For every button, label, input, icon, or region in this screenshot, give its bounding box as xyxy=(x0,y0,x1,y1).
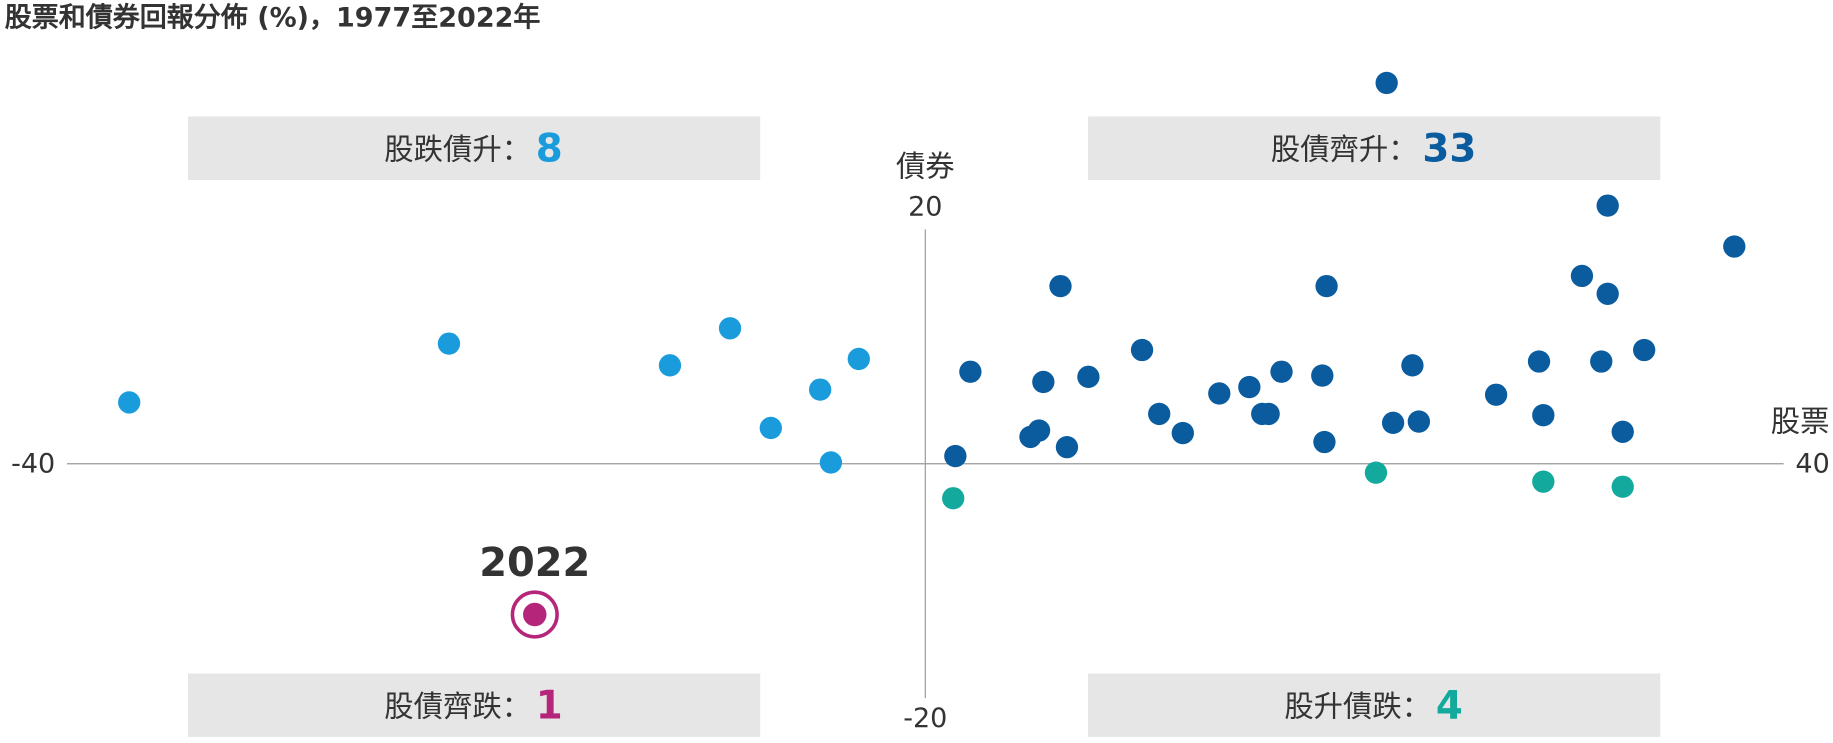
point xyxy=(1611,420,1634,443)
point xyxy=(959,360,982,383)
point xyxy=(1596,282,1619,305)
point xyxy=(1611,475,1634,498)
point xyxy=(1270,360,1293,383)
point xyxy=(1532,404,1555,427)
point xyxy=(1130,338,1154,362)
x-tick-label: 40 xyxy=(1795,448,1829,479)
quadrant-count: 1 xyxy=(536,683,563,728)
point xyxy=(1401,354,1424,377)
quadrant-box xyxy=(188,116,761,180)
quadrant-label-text: 股跌債升： xyxy=(384,132,531,166)
point xyxy=(1723,235,1746,258)
point xyxy=(809,378,832,401)
quadrant-label-text: 股債齊升： xyxy=(1271,132,1418,166)
point xyxy=(942,487,965,510)
quadrant-label: 股債齊升： 33 xyxy=(1271,126,1476,171)
point xyxy=(1375,71,1398,95)
point xyxy=(1049,274,1072,298)
point xyxy=(1055,435,1079,459)
point xyxy=(944,444,967,468)
point xyxy=(1171,421,1194,445)
point xyxy=(1364,461,1388,484)
quadrant-count: 4 xyxy=(1436,683,1463,728)
y-axis-label: 債券 xyxy=(896,150,955,184)
point xyxy=(1532,470,1555,493)
quadrant-label: 股升債跌： 4 xyxy=(1284,683,1462,728)
x-tick-label: -40 xyxy=(11,448,55,479)
point xyxy=(1633,338,1656,362)
point xyxy=(1257,402,1280,426)
quadrant-box xyxy=(1088,116,1661,180)
quadrant-label: 股債齊跌： 1 xyxy=(384,683,562,728)
point xyxy=(1311,364,1334,387)
point xyxy=(1313,430,1336,454)
point xyxy=(523,602,547,627)
point xyxy=(1590,350,1613,373)
quadrant-label: 股跌債升： 8 xyxy=(384,126,562,171)
highlight-ring xyxy=(510,590,559,639)
point xyxy=(1027,419,1051,442)
point xyxy=(1208,382,1231,405)
y-tick-label: 20 xyxy=(908,192,942,223)
point-annotation: 2022 xyxy=(479,540,590,586)
chart-title: 股票和債券回報分佈 (%)，1977至2022年 xyxy=(5,1,541,33)
x-axis-label: 股票 xyxy=(1771,405,1830,439)
point xyxy=(819,451,843,474)
point xyxy=(1315,274,1338,298)
point xyxy=(1570,264,1594,288)
point xyxy=(1407,410,1431,433)
quadrant-count: 8 xyxy=(536,126,563,171)
point xyxy=(1527,350,1551,373)
point xyxy=(437,332,461,355)
point xyxy=(718,317,742,340)
quadrant-box xyxy=(1088,673,1661,737)
point xyxy=(1381,411,1405,435)
quadrant-box xyxy=(188,673,761,737)
quadrant-label-text: 股升債跌： xyxy=(1284,689,1431,723)
y-tick-label: -20 xyxy=(903,703,947,734)
point xyxy=(759,416,782,440)
point xyxy=(118,391,141,414)
point xyxy=(1032,370,1055,394)
point xyxy=(1596,194,1619,217)
point xyxy=(1148,402,1171,426)
point xyxy=(1077,365,1100,389)
quadrant-label-text: 股債齊跌： xyxy=(384,689,531,723)
quadrant-count: 33 xyxy=(1422,126,1476,171)
point xyxy=(847,347,870,371)
point xyxy=(658,354,682,377)
point xyxy=(1238,375,1261,399)
point xyxy=(1484,383,1508,406)
